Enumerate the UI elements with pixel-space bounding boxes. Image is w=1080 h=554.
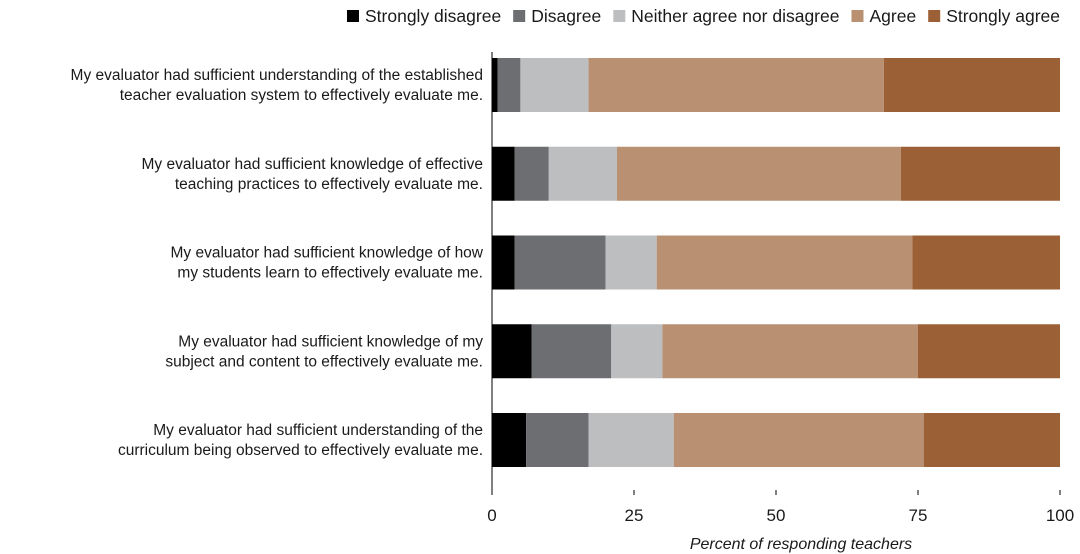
legend-label-3: Neither agree nor disagree [631, 6, 839, 26]
bar-segment-2-5 [900, 146, 1060, 201]
bar-segment-4-1 [492, 324, 532, 379]
bar-segment-2-1 [492, 146, 515, 201]
legend-swatch-3 [613, 10, 626, 22]
category-label-4-line-2: subject and content to effectively evalu… [165, 353, 483, 370]
bar-segment-2-3 [548, 146, 617, 201]
bar-segment-1-4 [588, 58, 884, 112]
bar-segment-2-2 [514, 146, 549, 201]
bar-segment-5-5 [923, 413, 1060, 467]
bar-segment-1-3 [520, 58, 589, 112]
bar-segment-4-5 [918, 324, 1060, 379]
category-label-3-line-1: My evaluator had sufficient knowledge of… [171, 245, 484, 262]
legend-label-1: Strongly disagree [365, 6, 501, 26]
bar-segment-5-1 [492, 413, 527, 467]
category-label-2-line-2: teaching practices to effectively evalua… [175, 176, 483, 193]
x-tick-label-5: 100 [1046, 506, 1074, 525]
x-tick-label-1: 0 [487, 506, 496, 525]
legend-swatch-4 [851, 10, 864, 22]
x-axis-title: Percent of responding teachers [690, 536, 912, 553]
category-labels: My evaluator had sufficient understandin… [71, 67, 484, 459]
bar-segment-4-4 [662, 324, 918, 379]
legend-label-4: Agree [870, 6, 917, 26]
category-label-5-line-2: curriculum being observed to effectively… [118, 442, 483, 459]
bar-segment-5-2 [526, 413, 589, 467]
x-axis: 0 25 50 75 100 [487, 52, 1074, 525]
legend-label-5: Strongly agree [946, 6, 1060, 26]
x-tick-label-3: 50 [767, 506, 786, 525]
category-label-4-line-1: My evaluator had sufficient knowledge of… [178, 333, 483, 350]
bars [492, 58, 1060, 467]
bar-segment-1-1 [492, 58, 498, 112]
bar-segment-3-3 [605, 235, 657, 290]
category-label-1-line-2: teacher evaluation system to effectively… [120, 87, 483, 104]
bar-segment-5-3 [588, 413, 674, 467]
bar-segment-1-2 [497, 58, 521, 112]
bar-segment-2-4 [616, 146, 901, 201]
category-label-1-line-1: My evaluator had sufficient understandin… [71, 67, 483, 84]
x-tick-label-2: 25 [625, 506, 644, 525]
bar-segment-3-1 [492, 235, 515, 290]
legend-label-2: Disagree [531, 6, 601, 26]
bar-segment-3-5 [912, 235, 1060, 290]
category-label-5-line-1: My evaluator had sufficient understandin… [153, 422, 483, 439]
x-tick-label-4: 75 [909, 506, 928, 525]
category-label-2-line-1: My evaluator had sufficient knowledge of… [142, 156, 484, 173]
bar-segment-3-4 [656, 235, 913, 290]
legend-swatch-5 [928, 10, 941, 22]
category-label-3-line-2: my students learn to effectively evaluat… [177, 265, 483, 282]
bar-segment-5-4 [673, 413, 924, 467]
legend: Strongly disagree Disagree Neither agree n… [347, 6, 1060, 26]
bar-segment-4-2 [531, 324, 612, 379]
legend-swatch-1 [347, 10, 359, 22]
bar-segment-1-5 [883, 58, 1060, 112]
legend-swatch-2 [513, 10, 526, 22]
bar-segment-4-3 [611, 324, 663, 379]
bar-segment-3-2 [514, 235, 606, 290]
